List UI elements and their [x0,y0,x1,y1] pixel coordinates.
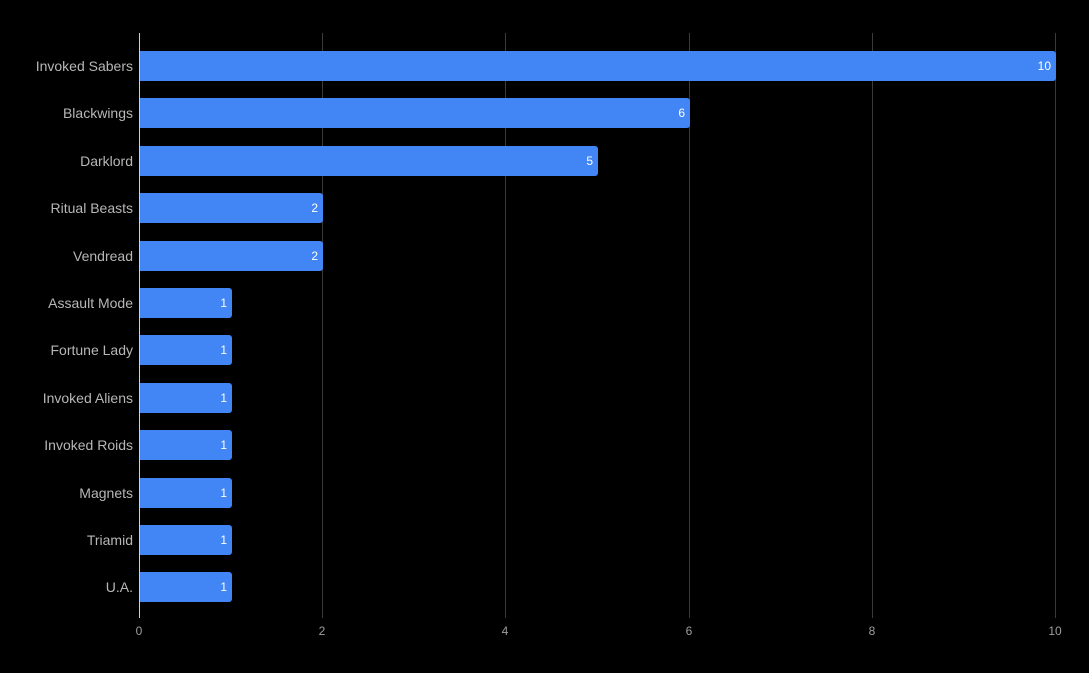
bar[interactable]: 2 [140,193,323,223]
gridline [872,33,873,618]
bar-value-label: 5 [586,154,593,168]
bar-value-label: 1 [220,438,227,452]
x-tick-label: 6 [685,624,693,638]
category-label: Assault Mode [48,295,133,311]
bar-row: U.A. 1 [0,572,1089,602]
bar[interactable]: 1 [140,572,232,602]
y-axis-line [139,33,140,618]
bar-value-label: 10 [1037,59,1051,73]
bar[interactable]: 2 [140,241,323,271]
bar-value-label: 1 [220,533,227,547]
bar-value-label: 1 [220,486,227,500]
category-label: Invoked Aliens [42,390,133,406]
bar[interactable]: 1 [140,383,232,413]
bar-value-label: 6 [678,106,685,120]
bar[interactable]: 1 [140,430,232,460]
bar-value-label: 2 [311,249,318,263]
bar[interactable]: 6 [140,98,690,128]
bar-row: Darklord 5 [0,146,1089,176]
category-label: Ritual Beasts [50,200,133,216]
bar-value-label: 1 [220,296,227,310]
bar[interactable]: 10 [140,51,1056,81]
category-label: Fortune Lady [50,342,134,358]
bar[interactable]: 1 [140,288,232,318]
gridline [505,33,506,618]
gridline [689,33,690,618]
bar-value-label: 1 [220,580,227,594]
x-tick-label: 10 [1048,624,1062,638]
x-tick-label: 0 [135,624,143,638]
category-label: Darklord [80,153,133,169]
bar[interactable]: 1 [140,478,232,508]
category-label: Invoked Roids [44,437,133,453]
bar-row: Invoked Roids 1 [0,430,1089,460]
bar-value-label: 1 [220,391,227,405]
x-tick-label: 8 [868,624,876,638]
category-label: Invoked Sabers [35,58,133,74]
x-tick-label: 2 [318,624,326,638]
bar-row: Invoked Aliens 1 [0,383,1089,413]
bar-row: Blackwings 6 [0,98,1089,128]
bar-value-label: 1 [220,343,227,357]
category-label: U.A. [105,579,133,595]
category-label: Blackwings [62,105,133,121]
bar-row: Fortune Lady 1 [0,335,1089,365]
bar[interactable]: 1 [140,335,232,365]
bar-row: Assault Mode 1 [0,288,1089,318]
bar-row: Magnets 1 [0,478,1089,508]
bar[interactable]: 5 [140,146,598,176]
category-label: Triamid [86,532,133,548]
gridline [322,33,323,618]
bar-row: Vendread 2 [0,241,1089,271]
bar-value-label: 2 [311,201,318,215]
bar-row: Triamid 1 [0,525,1089,555]
bar-row: Ritual Beasts 2 [0,193,1089,223]
gridline [1055,33,1056,618]
bar[interactable]: 1 [140,525,232,555]
category-label: Vendread [73,248,133,264]
category-label: Magnets [79,485,133,501]
x-tick-label: 4 [501,624,509,638]
bar-row: Invoked Sabers 10 [0,51,1089,81]
